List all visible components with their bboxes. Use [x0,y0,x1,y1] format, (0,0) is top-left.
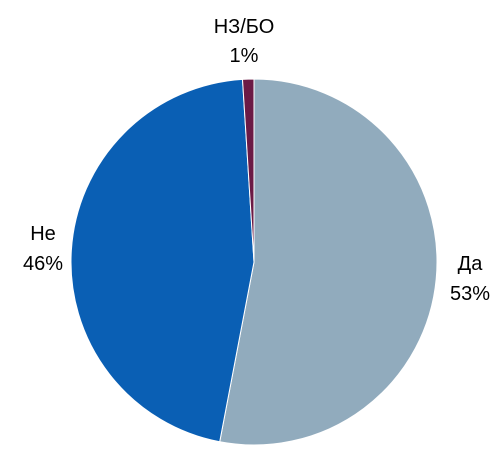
labels-layer: Да 53% Не 46% НЗ/БО 1% [23,16,490,305]
slice-value-label-1: 46% [23,253,63,275]
pie-slice-0 [219,78,438,446]
pie-slice-2 [241,78,255,263]
slice-value-label-0: 53% [450,283,490,305]
slice-value-label-2: 1% [230,45,259,67]
slice-label-1: Не [30,223,56,245]
slice-label-0: Да [458,253,484,275]
slices-layer [70,78,438,446]
slice-label-2: НЗ/БО [214,16,275,38]
pie-slice-1 [70,78,255,443]
